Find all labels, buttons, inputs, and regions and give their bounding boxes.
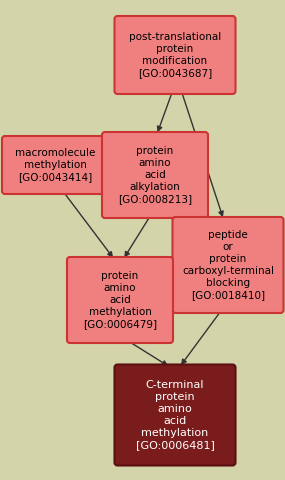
- Text: protein
amino
acid
alkylation
[GO:0008213]: protein amino acid alkylation [GO:000821…: [118, 146, 192, 204]
- FancyBboxPatch shape: [2, 136, 108, 194]
- FancyBboxPatch shape: [67, 257, 173, 343]
- FancyBboxPatch shape: [115, 16, 235, 94]
- Text: peptide
or
protein
carboxyl-terminal
blocking
[GO:0018410]: peptide or protein carboxyl-terminal blo…: [182, 230, 274, 300]
- FancyBboxPatch shape: [172, 217, 284, 313]
- Text: C-terminal
protein
amino
acid
methylation
[GO:0006481]: C-terminal protein amino acid methylatio…: [136, 380, 214, 450]
- FancyBboxPatch shape: [115, 364, 235, 466]
- Text: macromolecule
methylation
[GO:0043414]: macromolecule methylation [GO:0043414]: [15, 148, 95, 182]
- Text: post-translational
protein
modification
[GO:0043687]: post-translational protein modification …: [129, 32, 221, 78]
- FancyBboxPatch shape: [102, 132, 208, 218]
- Text: protein
amino
acid
methylation
[GO:0006479]: protein amino acid methylation [GO:00064…: [83, 271, 157, 329]
